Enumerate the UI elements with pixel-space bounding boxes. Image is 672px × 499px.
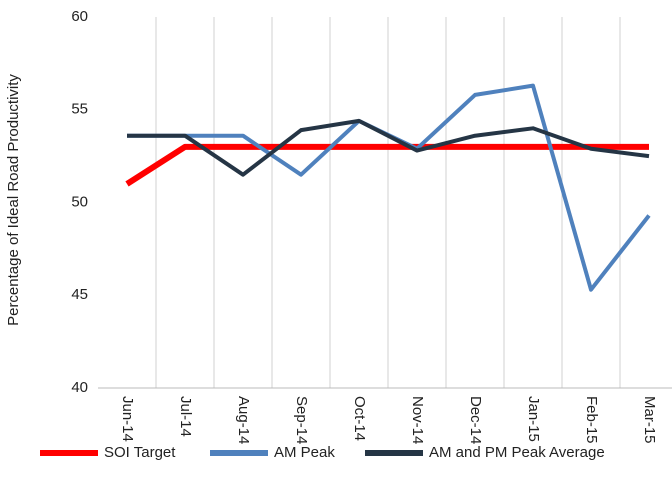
- x-tick-label: Sep-14: [293, 396, 310, 444]
- x-tick-label: Jun-14: [119, 396, 136, 442]
- y-tick-label: 40: [71, 379, 88, 396]
- x-tick-label: Feb-15: [583, 396, 600, 444]
- legend-label: AM Peak: [274, 444, 335, 461]
- x-tick-label: Dec-14: [467, 396, 484, 444]
- legend-label: AM and PM Peak Average: [429, 444, 605, 461]
- x-tick-label: Mar-15: [641, 396, 658, 444]
- series-line: [125, 143, 649, 187]
- x-tick-label: Oct-14: [351, 396, 368, 441]
- series-line: [127, 118, 650, 177]
- y-tick-label: 45: [71, 286, 88, 303]
- y-tick-label: 60: [71, 8, 88, 25]
- y-axis-label: Percentage of Ideal Road Productivity: [5, 74, 22, 326]
- x-tick-label: Nov-14: [409, 396, 426, 444]
- x-tick-label: Jan-15: [525, 396, 542, 442]
- y-tick-label: 50: [71, 193, 88, 210]
- y-tick-label: 55: [71, 101, 88, 118]
- legend-label: SOI Target: [104, 444, 176, 461]
- x-tick-label: Jul-14: [177, 396, 194, 437]
- x-tick-label: Aug-14: [235, 396, 252, 444]
